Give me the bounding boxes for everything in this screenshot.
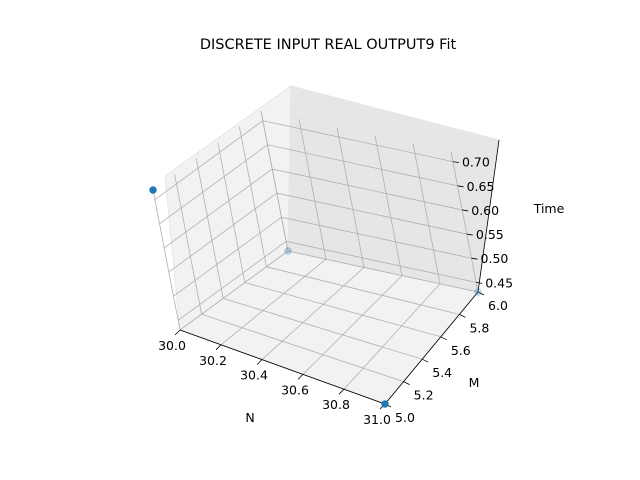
x-tick-label: 30.2 <box>199 353 227 368</box>
z-gridline <box>177 240 477 321</box>
y-gridline <box>260 110 479 293</box>
x-axis-line <box>179 329 386 405</box>
y-tick-label: 5.2 <box>414 388 434 403</box>
y-gridline <box>239 126 460 315</box>
x-tick-mark <box>297 374 304 380</box>
tick-labels: 30.0 30.2 30.4 30.6 30.8 31.0 5.0 5.2 5.4 5.6 5.8 6… <box>158 155 513 427</box>
x-tick-label: 30.8 <box>322 397 350 412</box>
z-tick-label: 0.65 <box>467 179 495 194</box>
y-tick-label: 5.0 <box>395 410 415 425</box>
y-gridline <box>174 174 404 382</box>
data-points <box>149 186 482 408</box>
z-tick-mark <box>462 209 469 212</box>
y-tick-mark <box>459 314 466 318</box>
z-axis-line <box>477 139 500 293</box>
z-gridline <box>154 120 453 200</box>
data-point <box>381 400 389 408</box>
y-gridline <box>195 158 423 360</box>
z-tick-mark <box>452 161 459 164</box>
y-tick-label: 5.4 <box>432 365 452 380</box>
z-tick-mark <box>457 185 464 188</box>
y-tick-mark <box>422 358 429 363</box>
x-tick-mark <box>256 359 263 365</box>
y-tick-mark <box>477 291 485 296</box>
x-tick-mark <box>174 329 181 336</box>
z-gridline <box>168 192 467 273</box>
z-tick-label: 0.60 <box>471 203 499 218</box>
x-tick-label: 30.0 <box>158 338 186 353</box>
x-axis-label: N <box>245 410 254 425</box>
y-tick-label: 6.0 <box>488 298 508 313</box>
chart-title: DISCRETE INPUT REAL OUTPUT9 Fit <box>200 37 457 53</box>
y-tick-label: 5.6 <box>451 343 471 358</box>
x-tick-mark <box>338 388 345 395</box>
data-point <box>474 288 482 296</box>
z-tick-label: 0.50 <box>481 251 509 266</box>
z-axis-label: Time <box>533 201 565 216</box>
y-gridline <box>217 142 441 338</box>
y-tick-mark <box>403 381 410 385</box>
z-tick-label: 0.70 <box>462 155 490 170</box>
z-tick-mark <box>476 281 483 284</box>
x-tick-label: 30.4 <box>240 368 268 383</box>
x-tick-label: 31.0 <box>363 412 391 427</box>
data-point <box>149 186 157 194</box>
y-axis-label: M <box>469 375 480 390</box>
axes <box>179 139 500 405</box>
z-tick-mark <box>466 233 473 236</box>
z-tick-mark <box>471 257 478 260</box>
z-tick-label: 0.45 <box>485 275 513 290</box>
y-tick-label: 5.8 <box>469 320 489 335</box>
z-gridline <box>173 216 472 297</box>
x-tick-mark <box>215 344 222 351</box>
x-tick-label: 30.6 <box>281 382 309 397</box>
y-axis-line <box>384 291 479 405</box>
z-gridline <box>163 168 463 249</box>
z-gridline <box>159 144 458 225</box>
data-point <box>284 247 292 255</box>
y-tick-mark <box>440 336 447 341</box>
z-tick-label: 0.55 <box>476 227 504 242</box>
